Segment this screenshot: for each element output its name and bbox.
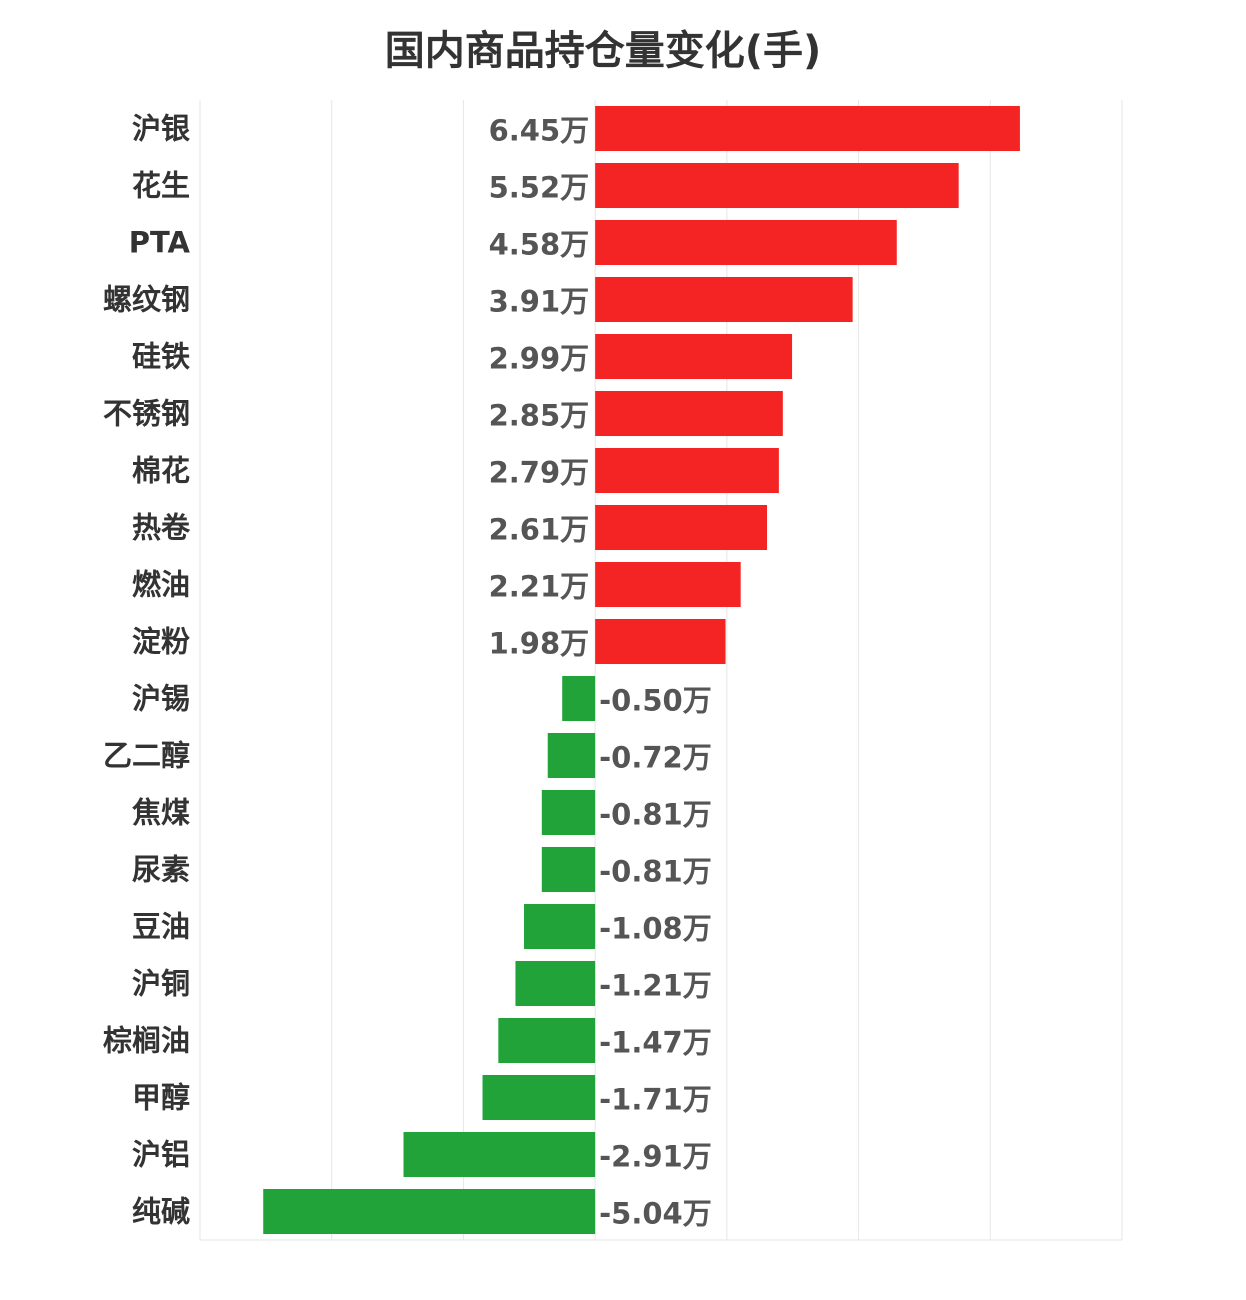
category-label: 螺纹钢: [103, 283, 190, 317]
bar: [547, 732, 596, 779]
data-label: 1.98万: [489, 627, 590, 661]
chart-title: 国内商品持仓量变化(手): [384, 28, 822, 74]
category-label: 热卷: [132, 511, 191, 545]
data-label: 3.91万: [489, 285, 590, 319]
bar: [541, 846, 596, 893]
data-label: -5.04万: [599, 1197, 712, 1231]
category-label: 乙二醇: [103, 739, 190, 773]
category-label: 甲醇: [132, 1081, 190, 1115]
data-label: -0.81万: [599, 855, 712, 889]
data-label: -0.72万: [599, 741, 712, 775]
bar: [595, 447, 779, 494]
bar: [595, 105, 1020, 152]
bar: [562, 675, 596, 722]
category-label: 棉花: [132, 454, 190, 488]
grid-layer: [199, 100, 1123, 1241]
data-label: -0.81万: [599, 798, 712, 832]
category-label: 棕榈油: [103, 1024, 190, 1058]
data-label: -1.47万: [599, 1026, 712, 1060]
category-label: 硅铁: [132, 340, 190, 374]
category-label: 豆油: [132, 910, 190, 944]
bar: [595, 333, 793, 380]
bar: [403, 1131, 596, 1178]
data-label: 2.99万: [489, 342, 590, 376]
bar: [482, 1074, 596, 1121]
bar: [595, 276, 853, 323]
category-label: 淀粉: [132, 625, 190, 659]
bars-layer: [263, 105, 1020, 1235]
data-label: -0.50万: [599, 684, 712, 718]
data-label: 2.21万: [489, 570, 590, 604]
data-label: 4.58万: [489, 228, 590, 262]
data-label: 2.61万: [489, 513, 590, 547]
category-label: 不锈钢: [103, 397, 190, 431]
data-label: 5.52万: [489, 171, 590, 205]
data-label: 2.79万: [489, 456, 590, 490]
data-label: -1.21万: [599, 969, 712, 1003]
category-label: 沪锡: [132, 682, 190, 716]
bar: [515, 960, 596, 1007]
data-label: -2.91万: [599, 1140, 712, 1174]
category-label: 焦煤: [132, 796, 190, 830]
data-label: -1.71万: [599, 1083, 712, 1117]
bar: [595, 561, 741, 608]
category-label: 沪银: [132, 112, 190, 146]
data-label: 2.85万: [489, 399, 590, 433]
bar: [524, 903, 596, 950]
category-label: 尿素: [132, 853, 190, 887]
category-label: 沪铜: [132, 967, 190, 1001]
category-label: 燃油: [132, 568, 190, 602]
bar: [541, 789, 596, 836]
bar: [498, 1017, 596, 1064]
data-label: -1.08万: [599, 912, 712, 946]
bar: [263, 1188, 596, 1235]
category-label: PTA: [129, 226, 191, 260]
bar: [595, 504, 768, 551]
bar: [595, 219, 897, 266]
category-label: 纯碱: [132, 1195, 190, 1229]
bar: [595, 618, 726, 665]
category-label: 沪铝: [132, 1138, 190, 1172]
bar: [595, 390, 783, 437]
category-label: 花生: [132, 169, 190, 203]
bar: [595, 162, 959, 209]
data-label: 6.45万: [489, 114, 590, 148]
